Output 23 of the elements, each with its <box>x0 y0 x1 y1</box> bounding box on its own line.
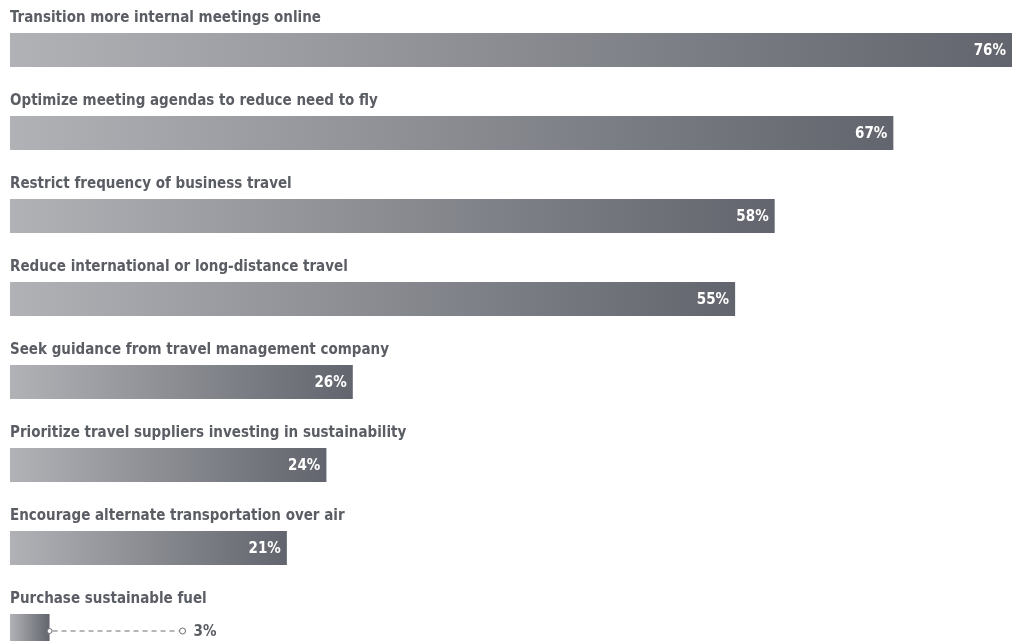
data-label: 58% <box>736 207 770 225</box>
bar <box>10 33 1012 67</box>
y-tick-label: Seek guidance from travel management company <box>10 340 390 358</box>
data-label: 76% <box>973 41 1007 59</box>
y-tick-label: Purchase sustainable fuel <box>10 589 207 607</box>
bar <box>10 282 736 316</box>
bar <box>10 365 353 399</box>
y-tick-label: Reduce international or long-distance travel <box>10 257 348 275</box>
data-label: 24% <box>288 456 321 474</box>
data-label: 55% <box>696 290 730 308</box>
data-label: 26% <box>314 373 348 391</box>
y-tick-label: Encourage alternate transportation over air <box>10 506 345 524</box>
y-tick-label: Restrict frequency of business travel <box>10 174 292 192</box>
data-label: 21% <box>248 539 282 557</box>
bar <box>10 199 775 233</box>
data-label: 67% <box>855 124 888 142</box>
y-tick-label: Optimize meeting agendas to reduce need to fly <box>10 91 379 109</box>
bar <box>10 531 287 565</box>
bar <box>10 116 894 150</box>
bar <box>10 448 327 482</box>
y-tick-label: Transition more internal meetings online <box>10 8 321 26</box>
data-label: 3% <box>193 622 217 640</box>
y-tick-label: Prioritize travel suppliers investing in sustainability <box>10 423 407 441</box>
